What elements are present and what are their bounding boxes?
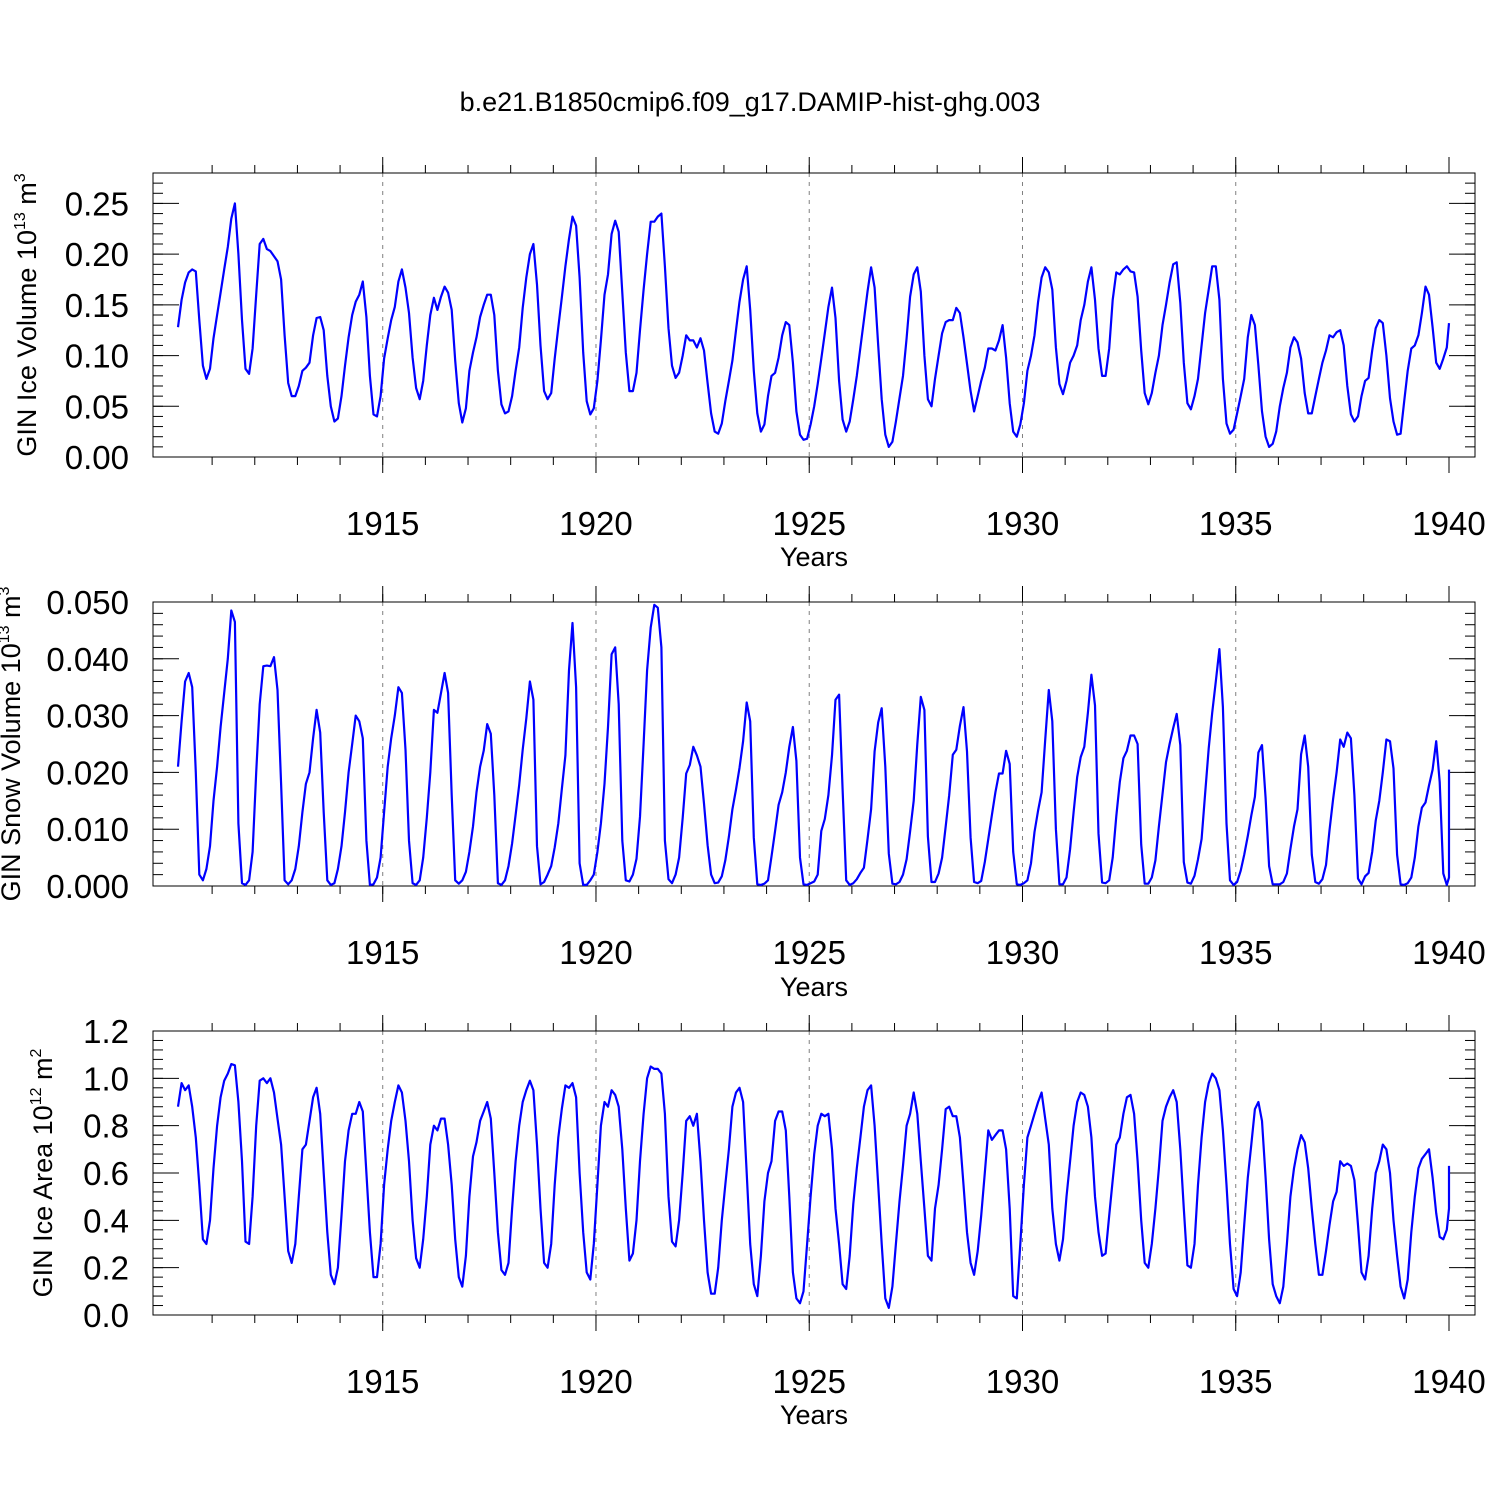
y-tick-label: 0.05: [65, 388, 129, 425]
plot-frame: [152, 1030, 1476, 1316]
panel-ice-volume: 0.00 0.05 0.10 0.15 0.20 0.25 1915 1920 1925 193…: [12, 157, 1486, 572]
x-tick-label: 1930: [986, 505, 1059, 542]
y-axis-label-unit-exponent: 3: [0, 586, 13, 595]
y-tick-label: 0.15: [65, 287, 129, 324]
y-tick-label: 0.000: [46, 868, 129, 905]
x-tick-label: 1925: [773, 934, 846, 971]
x-tick-label: 1930: [986, 934, 1059, 971]
series-line-ice-volume: [176, 202, 1451, 448]
y-axis-label-unit-exponent: 3: [12, 173, 29, 182]
y-axis-label-unit: m: [12, 182, 42, 212]
x-tick-label: 1940: [1412, 1363, 1485, 1400]
series-line-ice-area: [176, 1062, 1451, 1310]
x-tick-label: 1935: [1199, 505, 1272, 542]
y-axis-label-exponent: 13: [12, 212, 29, 230]
y-axis-label-prefix: GIN Snow Volume 10: [0, 643, 26, 901]
y-tick-label: 0.8: [83, 1108, 129, 1145]
x-tick-label: 1940: [1412, 505, 1485, 542]
y-tick-label: 0.10: [65, 338, 129, 375]
y-axis-label: GIN Snow Volume 1013 m3: [0, 586, 26, 901]
x-tick-label: 1930: [986, 1363, 1059, 1400]
y-tick-labels: 0.00 0.05 0.10 0.15 0.20 0.25: [65, 185, 129, 476]
y-tick-label: 0.20: [65, 236, 129, 273]
y-axis-label: GIN Ice Area 1012 m2: [28, 1049, 58, 1298]
y-axis-label-prefix: GIN Ice Volume 10: [12, 230, 42, 457]
y-axis-label-prefix: GIN Ice Area 10: [28, 1105, 58, 1297]
plot-frame: [152, 172, 1476, 458]
y-tick-label: 0.25: [65, 185, 129, 222]
x-tick-label: 1920: [559, 934, 632, 971]
y-axis-label-unit-exponent: 2: [28, 1049, 45, 1058]
y-tick-label: 0.030: [46, 698, 129, 735]
x-tick-label: 1920: [559, 505, 632, 542]
y-tick-label: 0.020: [46, 754, 129, 791]
y-tick-labels: 0.000 0.010 0.020 0.030 0.040 0.050: [46, 584, 129, 905]
y-tick-label: 0.6: [83, 1155, 129, 1192]
x-tick-labels: 1915 1920 1925 1930 1935 1940: [346, 934, 1486, 971]
y-tick-label: 1.0: [83, 1060, 129, 1097]
y-axis-label-unit: m: [28, 1058, 58, 1088]
y-tick-label: 1.2: [83, 1013, 129, 1050]
series-line-snow-volume: [176, 603, 1451, 887]
figure-title: b.e21.B1850cmip6.f09_g17.DAMIP-hist-ghg.…: [460, 87, 1041, 117]
x-tick-label: 1940: [1412, 934, 1485, 971]
y-tick-label: 0.040: [46, 641, 129, 678]
x-tick-label: 1925: [773, 505, 846, 542]
y-tick-label: 0.010: [46, 811, 129, 848]
y-axis-label-unit: m: [0, 595, 26, 625]
y-tick-label: 0.0: [83, 1297, 129, 1334]
y-axis-label-exponent: 12: [28, 1087, 45, 1105]
x-axis-label: Years: [780, 972, 848, 1002]
y-axis-label: GIN Ice Volume 1013 m3: [12, 173, 42, 456]
x-tick-label: 1920: [559, 1363, 632, 1400]
y-tick-label: 0.050: [46, 584, 129, 621]
x-tick-label: 1925: [773, 1363, 846, 1400]
y-tick-labels: 0.0 0.2 0.4 0.6 0.8 1.0 1.2: [83, 1013, 129, 1334]
y-tick-label: 0.2: [83, 1250, 129, 1287]
y-tick-label: 0.00: [65, 439, 129, 476]
x-tick-labels: 1915 1920 1925 1930 1935 1940: [346, 1363, 1486, 1400]
plot-frame: [152, 601, 1476, 887]
x-tick-label: 1915: [346, 505, 419, 542]
x-tick-label: 1935: [1199, 1363, 1272, 1400]
x-tick-label: 1915: [346, 1363, 419, 1400]
x-tick-labels: 1915 1920 1925 1930 1935 1940: [346, 505, 1486, 542]
x-axis-label: Years: [780, 542, 848, 572]
panel-ice-area: 0.00.20.40.60.81.01.2 1915 1920 1925 1930 19…: [28, 1013, 1486, 1430]
x-axis-label: Years: [780, 1400, 848, 1430]
y-tick-label: 0.4: [83, 1202, 129, 1239]
y-axis-label-exponent: 13: [0, 625, 13, 643]
gridlines: [382, 1031, 1237, 1315]
x-tick-label: 1935: [1199, 934, 1272, 971]
x-tick-label: 1915: [346, 934, 419, 971]
